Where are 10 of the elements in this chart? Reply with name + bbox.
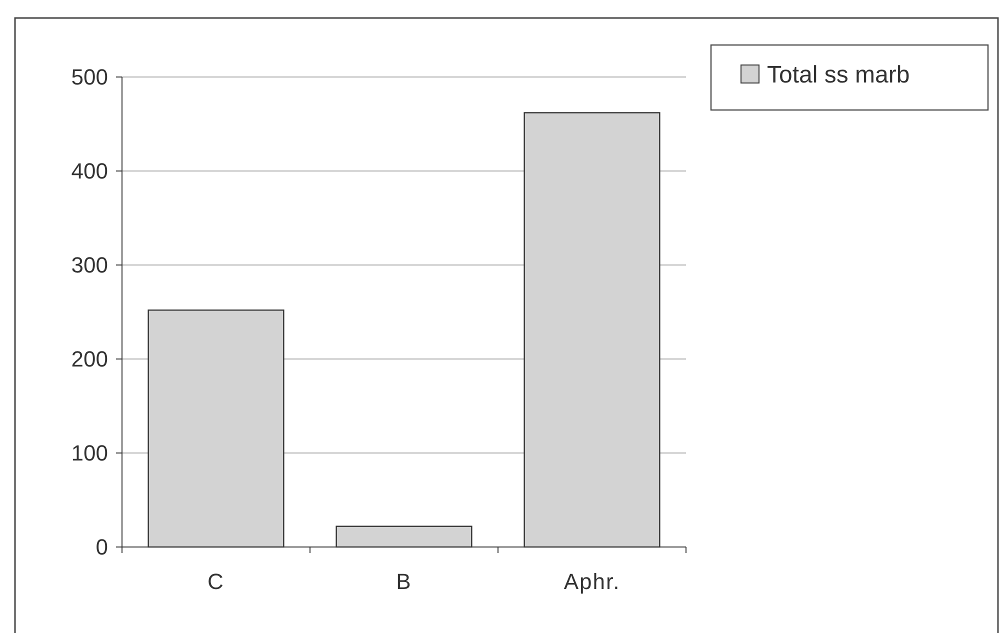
y-tick-label: 300 xyxy=(71,252,108,278)
y-tick-label: 0 xyxy=(96,534,108,560)
x-tick-label: C xyxy=(208,569,224,594)
y-tick-label: 100 xyxy=(71,440,108,466)
y-tick-label: 500 xyxy=(71,64,108,90)
legend-label: Total ss marb xyxy=(767,61,910,88)
y-tick-label: 400 xyxy=(71,158,108,184)
x-tick-label: B xyxy=(396,569,412,594)
x-tick-label: Aphr. xyxy=(564,569,620,594)
y-tick-label: 200 xyxy=(71,346,108,372)
